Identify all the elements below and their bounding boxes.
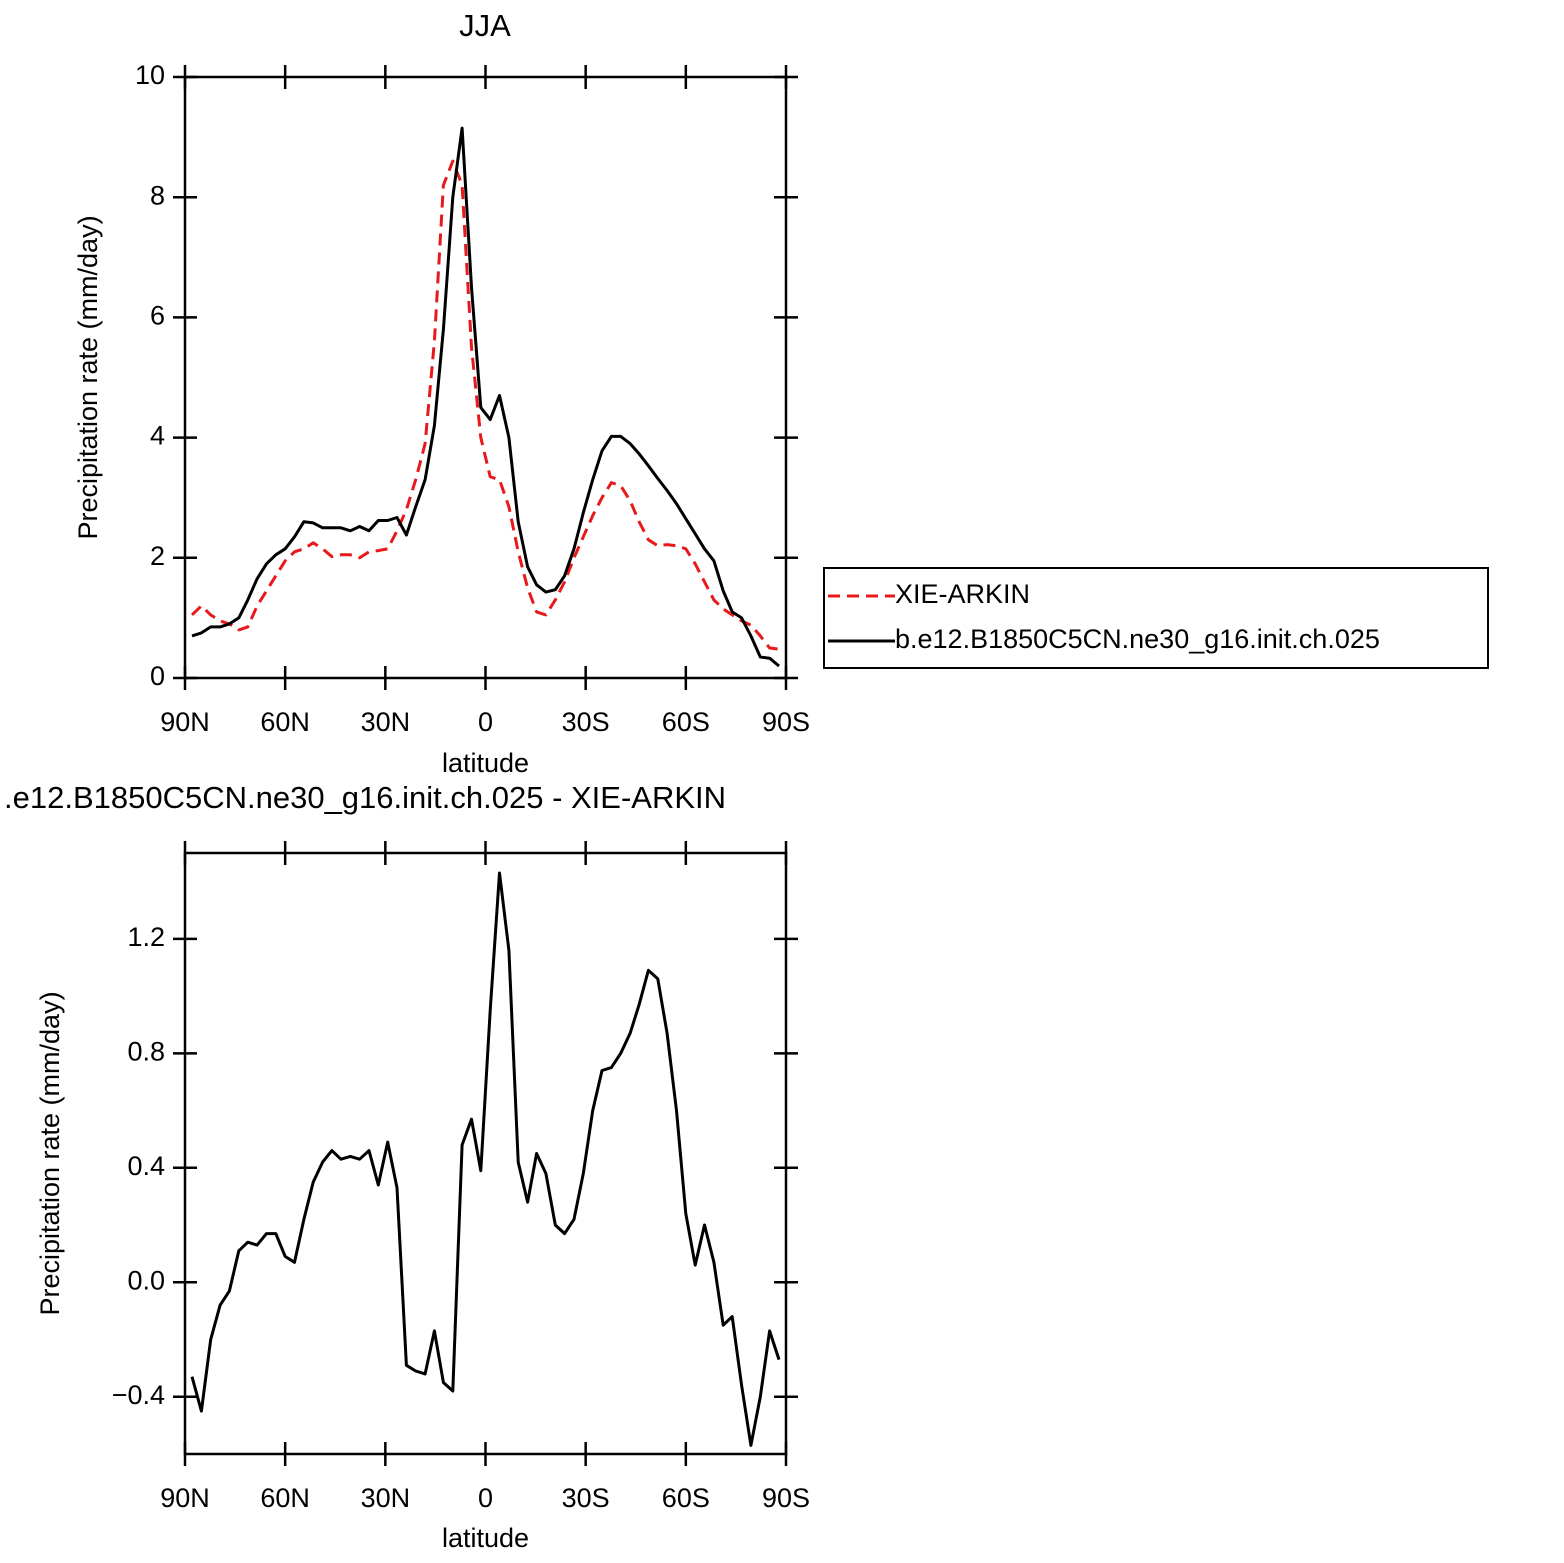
x-axis-label: latitude — [442, 1523, 529, 1553]
plot-frame — [183, 75, 788, 680]
y-axis-label: Precipitation rate (mm/day) — [73, 215, 103, 539]
legend-box — [823, 567, 1489, 669]
x-tick-label: 0 — [478, 1483, 493, 1513]
x-tick-label: 30N — [361, 707, 411, 737]
chart-title: JJA — [459, 8, 511, 43]
data-line — [191, 126, 780, 668]
plot-frame — [183, 851, 788, 1456]
x-axis-label: latitude — [442, 748, 529, 778]
x-tick-label: 60S — [662, 1483, 710, 1513]
y-tick-label: 10 — [135, 60, 165, 90]
x-tick-label: 30S — [562, 1483, 610, 1513]
x-tick-label: 90N — [160, 707, 210, 737]
x-tick-label: 30S — [562, 707, 610, 737]
data-line — [190, 159, 780, 651]
chart-title: .e12.B1850C5CN.ne30_g16.init.ch.025 - XI… — [4, 780, 726, 815]
x-tick-label: 0 — [478, 707, 493, 737]
y-tick-label: 0.0 — [127, 1265, 165, 1295]
y-tick-label: 8 — [150, 180, 165, 210]
legend-label: b.e12.B1850C5CN.ne30_g16.init.ch.025 — [895, 624, 1380, 654]
data-line — [190, 871, 781, 1447]
y-tick-label: 6 — [150, 301, 165, 331]
y-tick-label: 0.8 — [127, 1036, 165, 1066]
x-tick-label: 90S — [762, 707, 810, 737]
x-tick-label: 60N — [260, 707, 310, 737]
y-tick-label: 4 — [150, 421, 165, 451]
y-tick-label: 2 — [150, 541, 165, 571]
x-tick-label: 90N — [160, 1483, 210, 1513]
x-tick-label: 60S — [662, 707, 710, 737]
y-axis-label: Precipitation rate (mm/day) — [35, 991, 65, 1315]
x-tick-label: 60N — [260, 1483, 310, 1513]
legend-label: XIE-ARKIN — [895, 579, 1030, 609]
y-tick-label: −0.4 — [112, 1380, 165, 1410]
y-tick-label: 1.2 — [127, 922, 165, 952]
y-tick-label: 0.4 — [127, 1151, 165, 1181]
x-tick-label: 30N — [361, 1483, 411, 1513]
x-tick-label: 90S — [762, 1483, 810, 1513]
y-tick-label: 0 — [150, 661, 165, 691]
